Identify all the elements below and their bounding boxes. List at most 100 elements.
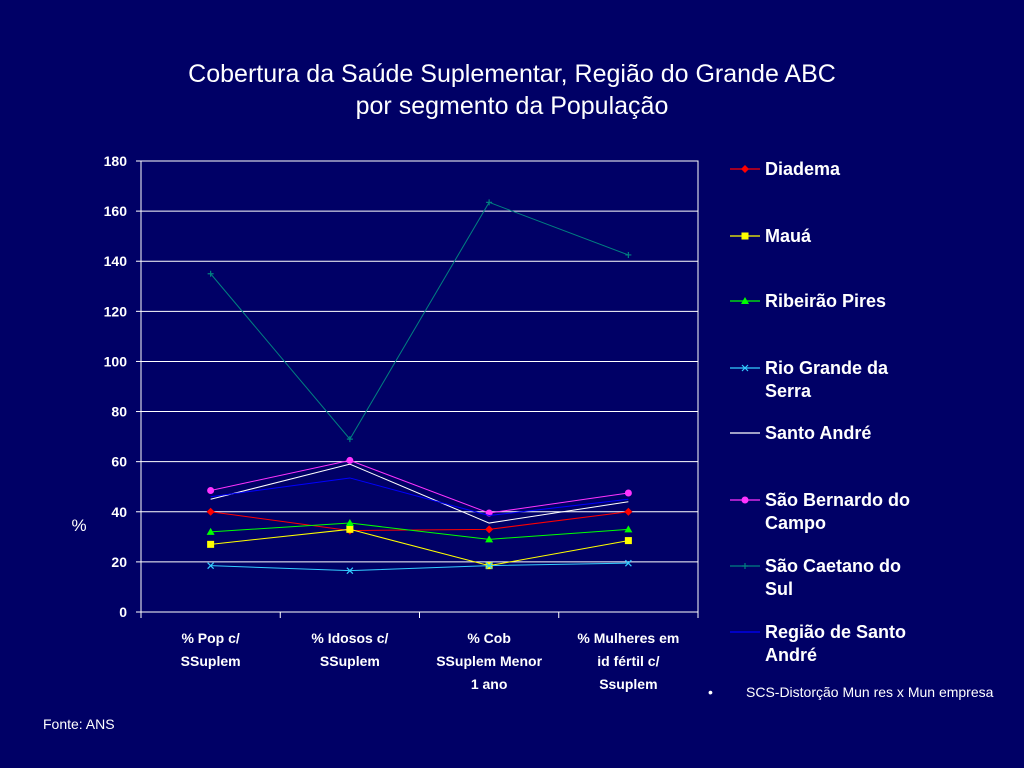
data-point [741,496,749,504]
series-line [210,463,629,524]
data-point [624,559,632,567]
data-point [624,537,632,545]
data-point [207,486,215,494]
legend-label: Mauá [765,226,812,246]
data-point [346,567,354,575]
x-category-label: % Pop c/SSuplem [181,630,241,669]
data-point [206,527,215,535]
data-point [206,507,215,516]
series-s-o-bernardo-do-campo [207,456,632,517]
data-point [741,297,749,304]
x-category-label-line: % Pop c/ [181,630,239,646]
data-point [207,540,215,548]
legend-label-line: André [765,645,817,665]
legend-label-line: Diadema [765,159,841,179]
data-point [741,232,749,240]
note-bullet: • [708,684,713,700]
legend-label: São Bernardo do Campo [765,490,910,533]
series-s-o-caetano-do-sul [207,199,632,443]
x-category-label-line: Ssuplem [599,676,657,692]
data-point [486,199,493,206]
data-point [346,456,354,464]
data-point [624,489,632,497]
series-regi-o-de-santo-andr- [210,477,629,517]
data-point [345,519,354,527]
series-rio-grande-da-serra [207,559,632,575]
plot-area [140,160,699,613]
legend-entry: Mauá [730,226,812,246]
series-line [210,511,629,532]
x-category-label-line: SSuplem Menor [436,653,542,669]
x-category-label: % Mulheres em id fértil c/Ssuplem [577,630,679,692]
legend-label: Santo André [765,423,871,443]
legend-label: Rio Grande da Serra [765,358,889,401]
legend-entry: São Caetano do Sul [730,556,901,599]
legend-entry: São Bernardo do Campo [730,490,910,533]
data-point [207,562,215,570]
legend-label: Região de Santo André [765,622,906,665]
data-point [346,525,354,533]
legend-entry: Santo André [730,423,871,443]
series-line [210,562,629,572]
data-point [624,525,633,533]
data-point [207,270,214,277]
note-text: SCS-Distorção Mun res x Mun empresa [746,684,994,700]
series-line [210,201,629,440]
series-ribeir-o-pires [206,519,633,543]
data-point [741,364,749,372]
data-point [346,436,353,443]
chart-title-line2: por segmento da População [355,92,669,120]
data-point [742,563,748,569]
legend-label-line: Rio Grande da [765,358,889,378]
legend-label-line: Santo André [765,423,871,443]
legend-label: Ribeirão Pires [765,291,886,311]
series-mau- [207,525,632,570]
y-tick-label: 180 [104,153,128,169]
x-category-label-line: SSuplem [320,653,380,669]
x-category-label: % Idosos c/SSuplem [311,630,388,669]
legend-entry: Região de Santo André [730,622,906,665]
source-note: Fonte: ANS [43,716,115,732]
data-point [485,562,493,570]
data-point [624,507,633,516]
x-category-label-line: % Cob [467,630,511,646]
data-point [625,251,632,258]
y-tick-label: 100 [104,353,128,369]
chart-title-line1: Cobertura da Saúde Suplementar, Região d… [188,60,836,88]
x-category-label-line: % Mulheres em [577,630,679,646]
legend-label-line: Campo [765,513,826,533]
legend-label-line: São Bernardo do [765,490,910,510]
x-category-label-line: SSuplem [181,653,241,669]
legend-label: São Caetano do Sul [765,556,901,599]
x-category-label: % Cob SSuplem Menor 1 ano [436,630,542,692]
legend-label-line: São Caetano do [765,556,901,576]
y-tick-label: 140 [104,253,128,269]
y-tick-label: 20 [111,554,127,570]
series-line [210,528,629,567]
series-line [210,459,629,514]
series-line [210,522,629,540]
legend-entry: Rio Grande da Serra [730,358,889,401]
data-point [485,525,494,534]
legend-entry: Ribeirão Pires [730,291,886,311]
y-tick-label: 0 [119,604,127,620]
y-axis-label: % [71,516,86,535]
x-category-label-line: % Idosos c/ [311,630,388,646]
x-category-label-line: id fértil c/ [597,653,659,669]
chart-title: Cobertura da Saúde Suplementar, Região d… [0,58,1024,122]
data-point [741,165,749,173]
series-line [210,477,629,517]
data-point [485,535,494,543]
legend-label-line: Região de Santo [765,622,906,642]
y-tick-label: 40 [111,504,127,520]
legend-label-line: Sul [765,579,793,599]
legend-label-line: Ribeirão Pires [765,291,886,311]
y-tick-label: 80 [111,404,127,420]
y-tick-label: 160 [104,203,128,219]
legend-label: Diadema [765,159,841,179]
x-category-label-line: 1 ano [471,676,508,692]
y-tick-label: 60 [111,454,127,470]
legend-label-line: Serra [765,381,812,401]
series-santo-andr- [210,463,629,524]
